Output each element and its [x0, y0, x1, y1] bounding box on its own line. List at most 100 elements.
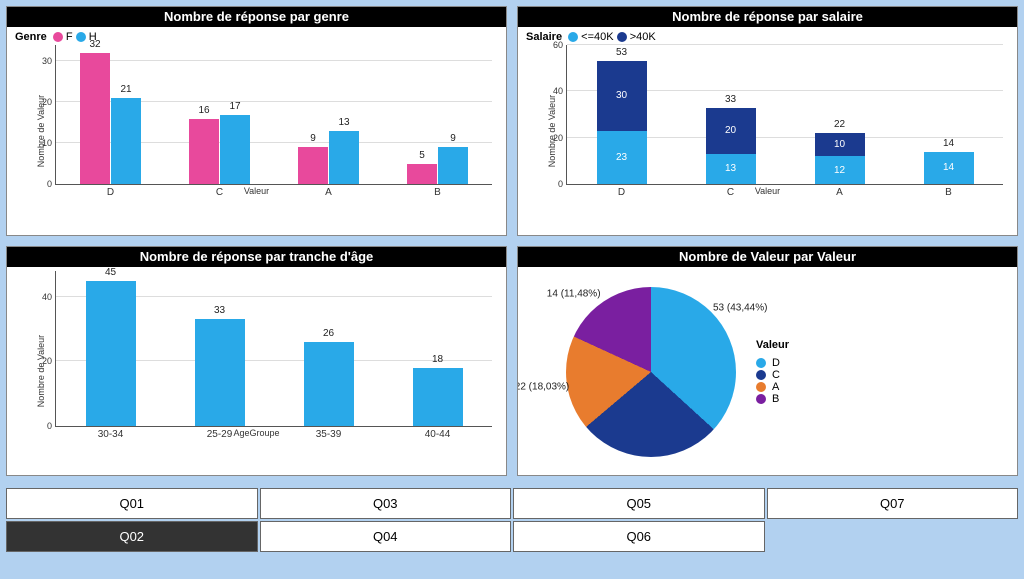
legend-items: <=40K >40K [568, 31, 656, 43]
bar[interactable]: 26 [304, 342, 354, 426]
legend-swatch [617, 32, 627, 42]
legend-swatch [756, 370, 766, 380]
pie-slice-label: 14 (11,48%) [547, 288, 601, 299]
bar-value-label: 17 [229, 101, 240, 112]
panel-title-salaire: Nombre de réponse par salaire [518, 7, 1017, 27]
ylabel: Nombre de Valeur [547, 95, 557, 167]
xtick: B [945, 187, 952, 198]
legend-label: >40K [627, 31, 656, 43]
pie-outer: 53 (43,44%)33 (27,05%)22 (18,03%)14 (11,… [566, 287, 736, 457]
pie-slice-label: 53 (43,44%) [713, 302, 767, 313]
bar[interactable]: 32 [80, 53, 110, 184]
bar[interactable]: 13 [329, 131, 359, 184]
xtick: 35-39 [316, 429, 342, 440]
filter-button-q03[interactable]: Q03 [260, 488, 512, 519]
filter-button-q05[interactable]: Q05 [513, 488, 765, 519]
legend-item[interactable]: B [756, 393, 789, 405]
bar-value-label: 32 [89, 39, 100, 50]
stacked-bar[interactable]: 132033 [706, 108, 756, 184]
bar-value-label: 16 [198, 105, 209, 116]
stacked-bar[interactable]: 121022 [815, 133, 865, 184]
legend-item[interactable]: C [756, 369, 789, 381]
ylabel: Nombre de Valeur [36, 335, 46, 407]
panel-genre: Nombre de réponse par genre Genre F H No… [6, 6, 507, 236]
legend-item[interactable]: A [756, 381, 789, 393]
bar-value-label: 33 [214, 305, 225, 316]
filter-button-q01[interactable]: Q01 [6, 488, 258, 519]
bar[interactable]: 9 [438, 147, 468, 184]
bar-value-label: 5 [419, 150, 425, 161]
legend-swatch [53, 32, 63, 42]
filter-button-q02[interactable]: Q02 [6, 521, 258, 552]
legend-label: B [772, 393, 779, 405]
legend-title: Genre [15, 31, 47, 43]
panel-pie: Nombre de Valeur par Valeur 53 (43,44%)3… [517, 246, 1018, 476]
legend-swatch [568, 32, 578, 42]
filter-button-q04[interactable]: Q04 [260, 521, 512, 552]
stack-segment[interactable]: 12 [815, 156, 865, 184]
xtick: D [618, 187, 625, 198]
legend-label: F [63, 31, 76, 43]
bar[interactable]: 17 [220, 115, 250, 185]
stack-segment[interactable]: 30 [597, 61, 647, 130]
bar[interactable]: 45 [86, 281, 136, 426]
stack-segment[interactable]: 14 [924, 152, 974, 184]
stacked-bar[interactable]: 233053 [597, 61, 647, 184]
legend-label: <=40K [578, 31, 617, 43]
panel-body-pie: 53 (43,44%)33 (27,05%)22 (18,03%)14 (11,… [518, 267, 1017, 475]
stacked-bar[interactable]: 1414 [924, 152, 974, 184]
xtick: A [836, 187, 843, 198]
chart-area-age: 020404530-343325-292635-391840-44 [55, 271, 492, 427]
panel-age: Nombre de réponse par tranche d'âge Nomb… [6, 246, 507, 476]
bar[interactable]: 18 [413, 368, 463, 426]
bar-total-label: 53 [616, 47, 627, 58]
bar[interactable]: 5 [407, 164, 437, 184]
legend-label: C [772, 369, 780, 381]
bar-value-label: 9 [450, 133, 456, 144]
panel-title-pie: Nombre de Valeur par Valeur [518, 247, 1017, 267]
legend-label: D [772, 357, 780, 369]
xtick: C [727, 187, 734, 198]
bar[interactable]: 16 [189, 119, 219, 184]
ytick: 40 [42, 292, 52, 302]
xlabel: Valeur [15, 186, 498, 196]
legend-title: Valeur [756, 339, 789, 351]
bar[interactable]: 21 [111, 98, 141, 184]
stack-segment[interactable]: 13 [706, 154, 756, 184]
bar-total-label: 22 [834, 119, 845, 130]
ytick: 20 [553, 133, 563, 143]
ytick: 20 [42, 97, 52, 107]
legend-items: DCAB [756, 357, 789, 405]
panel-body-salaire: Salaire <=40K >40K Nombre de Valeur 0204… [518, 27, 1017, 235]
filter-button-q06[interactable]: Q06 [513, 521, 765, 552]
xlabel: Valeur [526, 186, 1009, 196]
bar[interactable]: 9 [298, 147, 328, 184]
xtick: 30-34 [98, 429, 124, 440]
bar-value-label: 45 [105, 267, 116, 278]
bar-value-label: 13 [338, 117, 349, 128]
bar-value-label: 18 [432, 354, 443, 365]
filter-button-q07[interactable]: Q07 [767, 488, 1019, 519]
panel-title-genre: Nombre de réponse par genre [7, 7, 506, 27]
ytick: 30 [42, 56, 52, 66]
legend-label: A [772, 381, 779, 393]
dashboard-grid: Nombre de réponse par genre Genre F H No… [6, 6, 1018, 476]
stack-segment[interactable]: 10 [815, 133, 865, 156]
xtick: 25-29 [207, 429, 233, 440]
xtick: A [325, 187, 332, 198]
bar-value-label: 9 [310, 133, 316, 144]
ytick: 20 [42, 356, 52, 366]
chart-area-genre: 01020303221D1617C913A59B [55, 45, 492, 185]
stack-segment[interactable]: 20 [706, 108, 756, 154]
stack-segment[interactable]: 23 [597, 131, 647, 184]
bar[interactable]: 33 [195, 319, 245, 426]
bar-value-label: 21 [120, 84, 131, 95]
ytick: 0 [47, 421, 52, 431]
ytick: 0 [558, 179, 563, 189]
legend-salaire: Salaire <=40K >40K [526, 31, 1009, 43]
legend-item[interactable]: D [756, 357, 789, 369]
xtick: B [434, 187, 441, 198]
chart-area-salaire: 0204060233053D132033C121022A1414B [566, 45, 1003, 185]
legend-pie: Valeur DCAB [756, 339, 789, 405]
panel-title-age: Nombre de réponse par tranche d'âge [7, 247, 506, 267]
